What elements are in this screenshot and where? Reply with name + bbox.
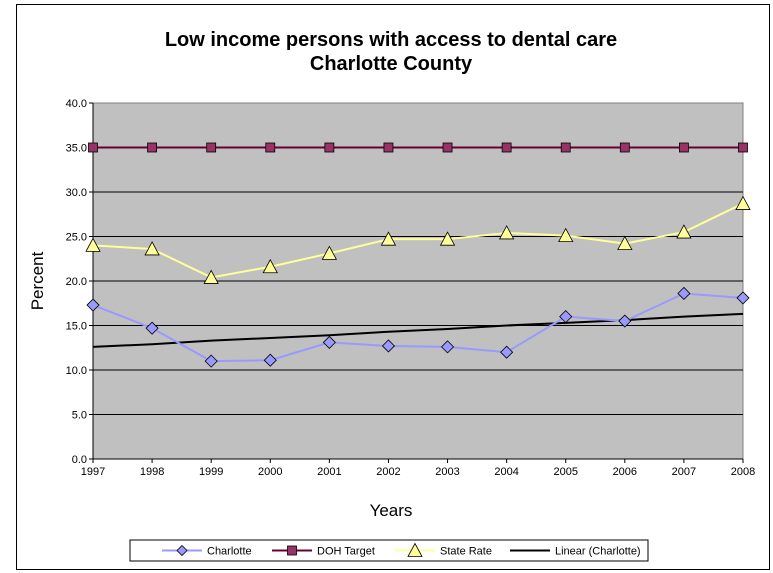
x-tick-label: 2007 <box>672 466 696 478</box>
data-point-doh-target <box>560 142 571 153</box>
y-tick-label: 15.0 <box>66 321 87 333</box>
line-chart: Low income persons with access to dental… <box>28 29 755 562</box>
data-point-state-rate <box>558 227 574 243</box>
y-tick-label: 0.0 <box>72 454 87 466</box>
y-axis-title: Percent <box>28 251 47 310</box>
data-point-doh-target <box>679 142 689 153</box>
data-point-charlotte <box>145 321 159 335</box>
x-tick-label: 2005 <box>553 466 577 478</box>
data-point-charlotte <box>736 291 750 305</box>
data-point-charlotte <box>86 298 100 312</box>
chart-frame: Low income persons with access to dental… <box>16 4 770 570</box>
data-point-state-rate <box>439 231 456 246</box>
data-point-state-rate <box>498 225 515 240</box>
data-point-state-rate <box>85 237 101 252</box>
data-point-state-rate <box>262 258 278 274</box>
legend-label-doh-target: DOH Target <box>317 546 375 558</box>
y-tick-label: 30.0 <box>66 187 87 199</box>
data-point-charlotte <box>559 310 573 324</box>
y-axis-ticks: 0.0 5.0 10.0 15.0 20.0 25.0 30.0 35.0 40.0 <box>66 98 93 466</box>
data-point-charlotte <box>500 345 514 359</box>
x-tick-label: 2002 <box>376 466 400 478</box>
x-tick-label: 2008 <box>731 466 755 478</box>
data-point-charlotte <box>263 353 277 367</box>
data-point-state-rate <box>380 231 397 246</box>
data-point-charlotte <box>322 335 336 349</box>
data-point-state-rate <box>735 195 751 210</box>
legend: Charlotte DOH Target State Rate Linear (Cha… <box>162 542 641 558</box>
data-point-doh-target <box>206 142 217 153</box>
y-tick-label: 40.0 <box>66 98 87 110</box>
x-axis-title: Years <box>370 501 413 520</box>
x-tick-label: 2004 <box>494 466 518 478</box>
data-point-doh-target <box>383 142 394 153</box>
y-tick-label: 35.0 <box>66 143 87 155</box>
data-point-charlotte <box>440 340 455 354</box>
data-point-doh-target <box>265 142 276 153</box>
x-tick-label: 2001 <box>317 466 341 478</box>
y-tick-label: 10.0 <box>66 365 87 377</box>
data-point-doh-target <box>442 142 453 153</box>
data-point-state-rate <box>676 224 692 239</box>
data-point-state-rate <box>203 269 219 284</box>
data-point-doh-target <box>147 142 157 153</box>
legend-marker-state-rate <box>407 542 423 557</box>
data-point-doh-target <box>619 142 630 153</box>
legend-marker-doh-target <box>287 545 297 556</box>
data-point-charlotte <box>677 286 691 301</box>
data-point-state-rate <box>617 235 633 251</box>
chart-title: Low income persons with access to dental… <box>165 29 617 51</box>
data-point-doh-target <box>738 142 748 153</box>
x-tick-label: 2003 <box>435 466 459 478</box>
x-axis-ticks: 1997 1998 1999 2000 2001 2002 2003 2004 2005 2006… <box>81 459 755 478</box>
x-tick-label: 1999 <box>199 466 223 478</box>
x-tick-label: 2006 <box>613 466 637 478</box>
data-point-doh-target <box>501 142 512 153</box>
data-point-charlotte <box>618 314 632 328</box>
data-point-doh-target <box>324 142 335 153</box>
series-line-state-rate <box>92 202 744 279</box>
series-layer <box>85 142 751 368</box>
series-line-charlotte <box>92 292 744 363</box>
legend-label-state-rate: State Rate <box>440 546 492 558</box>
data-point-charlotte <box>204 354 218 368</box>
legend-label-linear-charlotte: Linear (Charlotte) <box>555 546 641 558</box>
x-tick-label: 1997 <box>81 466 105 478</box>
y-tick-label: 5.0 <box>72 410 87 422</box>
legend-label-charlotte: Charlotte <box>207 546 252 558</box>
data-point-doh-target <box>88 142 98 153</box>
data-point-state-rate <box>321 245 338 260</box>
data-point-state-rate <box>144 241 160 256</box>
legend-marker-charlotte <box>176 544 188 557</box>
x-tick-label: 1998 <box>140 466 164 478</box>
y-tick-label: 25.0 <box>66 232 87 244</box>
chart-subtitle: Charlotte County <box>310 53 473 75</box>
data-point-charlotte <box>381 339 396 353</box>
x-tick-label: 2000 <box>258 466 282 478</box>
series-line-linear-charlotte <box>92 312 744 348</box>
legend-box <box>129 539 649 562</box>
y-tick-label: 20.0 <box>66 276 87 288</box>
